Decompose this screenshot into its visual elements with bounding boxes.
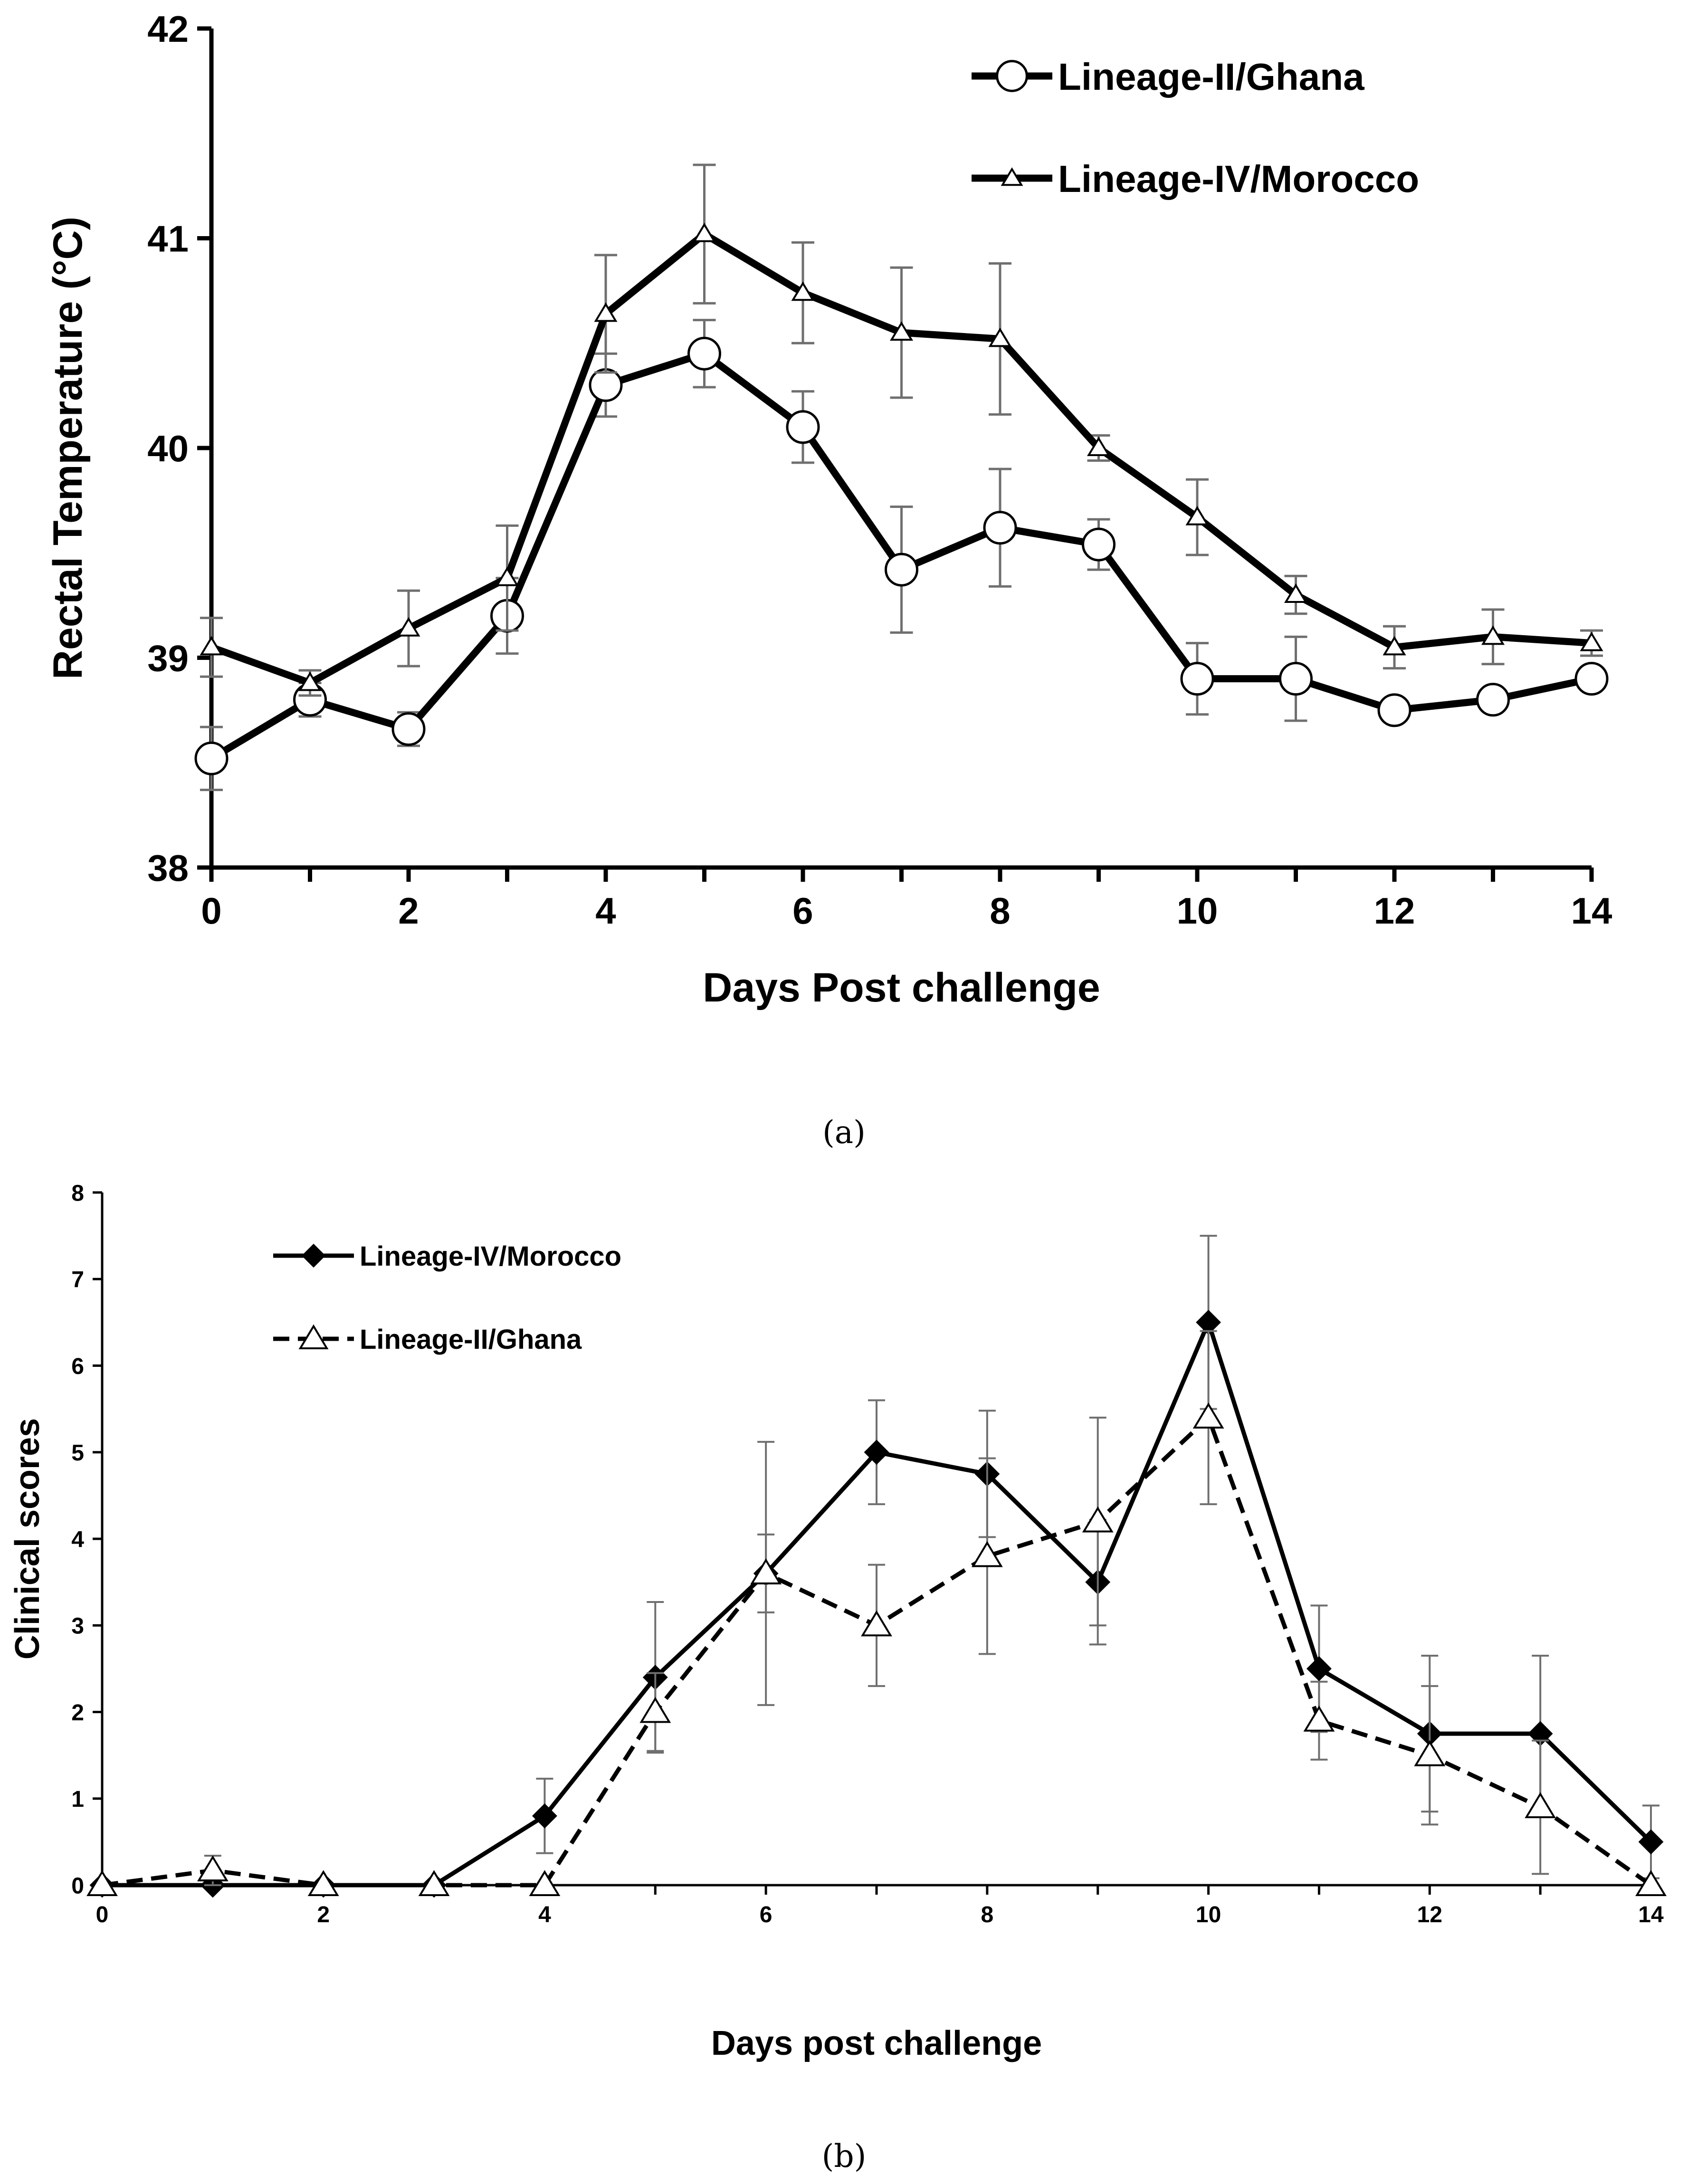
data-point (1580, 631, 1603, 651)
y-tick-label: 0 (71, 1873, 84, 1898)
x-axis-title: Days post challenge (711, 2024, 1042, 2062)
x-axis-title: Days Post challenge (703, 965, 1100, 1011)
data-point (692, 222, 716, 242)
data-point (1481, 625, 1505, 645)
data-point (298, 671, 322, 691)
data-point (971, 1541, 1003, 1567)
x-tick-label: 10 (1177, 890, 1218, 932)
panel-b-caption: (b) (821, 2138, 867, 2174)
data-point (532, 1803, 557, 1829)
x-tick-label: 12 (1417, 1902, 1442, 1927)
panel-a-caption: (a) (822, 1114, 866, 1151)
x-tick-label: 4 (595, 890, 616, 932)
data-point (1087, 437, 1111, 456)
y-tick-label: 2 (71, 1700, 84, 1726)
data-point (1082, 527, 1116, 562)
x-tick-label: 2 (317, 1902, 330, 1927)
series-lineage-ii-ghana (86, 1330, 1667, 1896)
data-point (687, 336, 721, 371)
series-lineage-ii-ghana (194, 319, 1609, 792)
legend-marker (1001, 167, 1023, 186)
data-point (864, 1440, 889, 1465)
x-tick-label: 0 (96, 1902, 109, 1927)
y-tick-label: 40 (147, 428, 189, 469)
data-point (200, 636, 223, 656)
data-point (1414, 1740, 1446, 1766)
x-tick-label: 10 (1196, 1902, 1221, 1927)
x-tick-label: 6 (760, 1902, 772, 1927)
chart-a-rectal-temperature: 38 39 40 41 42 0 2 4 6 8 10 12 14 Days Post challenge… (45, 8, 1612, 1011)
data-point (418, 1870, 450, 1896)
y-tick-label: 39 (147, 638, 189, 679)
data-point (589, 368, 623, 402)
legend-marker (298, 1324, 329, 1349)
y-tick-label: 4 (71, 1527, 84, 1552)
y-tick-label: 41 (147, 218, 189, 260)
x-tick-label: 14 (1638, 1902, 1664, 1927)
data-point (861, 1610, 892, 1637)
legend-label: Lineage-II/Ghana (360, 1324, 582, 1355)
y-axis-title: Rectal Temperature (°C) (45, 217, 91, 679)
data-point (1279, 662, 1313, 696)
legend-marker (301, 1243, 326, 1268)
data-point (391, 712, 426, 746)
y-tick-label: 3 (71, 1614, 84, 1639)
data-point (529, 1870, 561, 1896)
legend-label: Lineage-IV/Morocco (360, 1241, 621, 1272)
data-point (194, 741, 229, 775)
data-point (1303, 1705, 1335, 1732)
y-axis-title: Clinical scores (9, 1418, 47, 1659)
y-tick-label: 7 (71, 1268, 84, 1293)
data-point (1180, 662, 1214, 696)
data-point (983, 511, 1017, 545)
y-tick-label: 5 (71, 1440, 84, 1466)
data-point (86, 1870, 118, 1896)
legend-label: Lineage-IV/Morocco (1058, 158, 1419, 200)
data-point (197, 1855, 229, 1882)
y-tick-label: 42 (147, 8, 189, 50)
y-tick-label: 38 (147, 847, 189, 889)
data-point (889, 321, 914, 341)
data-point (495, 566, 519, 586)
y-tick-label: 8 (71, 1181, 84, 1206)
x-tick-label: 14 (1571, 890, 1612, 932)
data-point (1638, 1829, 1664, 1855)
data-point (1192, 1402, 1224, 1429)
data-point (1185, 505, 1209, 525)
data-point (1574, 662, 1609, 696)
data-point (786, 410, 820, 444)
x-tick-label: 12 (1374, 890, 1415, 932)
data-point (594, 302, 618, 322)
x-tick-label: 0 (201, 890, 221, 932)
data-point (988, 327, 1012, 347)
data-point (1525, 1792, 1556, 1818)
y-tick-label: 6 (71, 1354, 84, 1379)
data-point (639, 1697, 671, 1723)
legend: Lineage-II/Ghana Lineage-IV/Morocco (972, 56, 1419, 200)
legend-label: Lineage-II/Ghana (1058, 56, 1364, 98)
x-tick-label: 8 (990, 890, 1010, 932)
data-point (1284, 583, 1308, 603)
data-point (1635, 1870, 1667, 1896)
x-tick-label: 4 (538, 1902, 551, 1927)
y-tick-label: 1 (71, 1787, 84, 1812)
data-point (1383, 636, 1406, 656)
data-point (1082, 1506, 1114, 1533)
x-tick-label: 8 (981, 1902, 994, 1927)
data-point (1476, 683, 1510, 717)
legend-marker (996, 60, 1028, 92)
x-tick-label: 6 (792, 890, 813, 932)
data-point (750, 1558, 782, 1584)
data-point (1377, 693, 1411, 727)
legend: Lineage-IV/Morocco Lineage-II/Ghana (273, 1241, 621, 1355)
x-tick-label: 2 (398, 890, 419, 932)
data-point (885, 553, 918, 587)
data-point (1307, 1656, 1332, 1681)
data-point (397, 617, 420, 637)
data-point (791, 281, 815, 301)
series-lineage-iv-morocco (200, 163, 1603, 697)
data-point (307, 1870, 339, 1896)
